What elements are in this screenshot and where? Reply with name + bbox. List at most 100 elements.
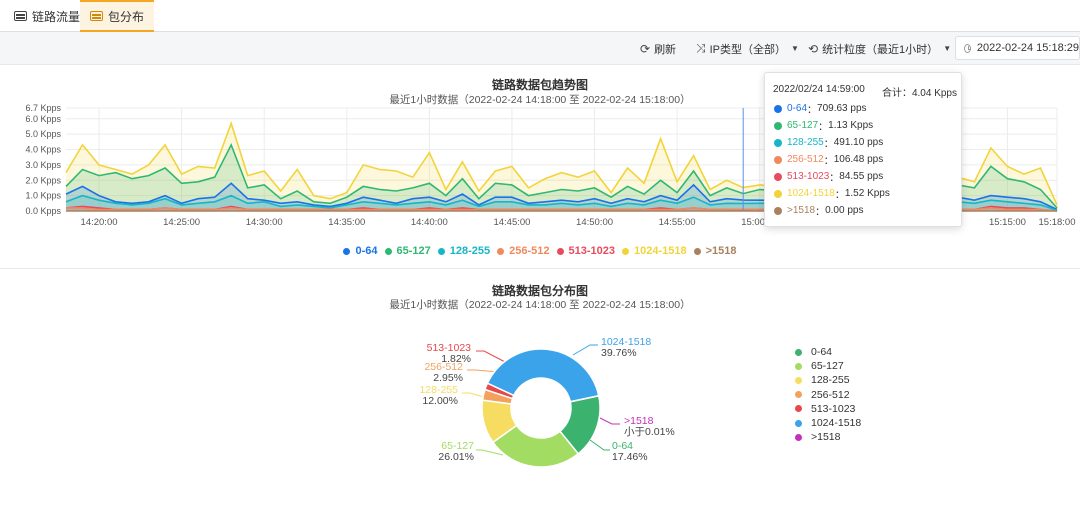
pie-label-value: 26.01%: [438, 451, 474, 463]
x-tick-label: 15:00:00: [741, 217, 778, 228]
legend-label: 128-255: [449, 245, 491, 257]
legend-label: 256-512: [509, 245, 550, 257]
legend-label: 0-64: [811, 346, 833, 359]
x-tick-label: 14:35:00: [328, 217, 365, 228]
y-tick-label: 2.0 Kpps: [25, 175, 61, 185]
trend-tooltip: 2022/02/24 14:59:00 合计：4.04 Kpps 0-64： 70…: [764, 72, 962, 227]
tooltip-series-name: 128-255: [787, 137, 824, 148]
pie-slice-5[interactable]: [486, 348, 600, 403]
refresh-icon: ⟳: [640, 41, 651, 56]
pie-leader-line: [589, 439, 610, 451]
legend-item-5[interactable]: 1024-1518: [622, 243, 687, 259]
legend-dot: [795, 391, 802, 399]
legend-dot: [795, 419, 802, 427]
pie-slice-6[interactable]: [569, 394, 600, 403]
tab-label: 链路流量: [32, 9, 81, 24]
legend-dot: [384, 247, 392, 255]
y-tick-label: 6.0 Kpps: [25, 114, 61, 124]
refresh-button[interactable]: ⟳ 刷新: [640, 32, 676, 65]
pie-leader-line: [572, 344, 598, 356]
legend-item-6[interactable]: >1518: [693, 243, 737, 259]
x-tick-label: 14:40:00: [411, 217, 448, 228]
pie-slice-3[interactable]: [481, 388, 514, 405]
pie-label-value: 小于0.01%: [624, 426, 675, 438]
legend-label: 513-1023: [811, 402, 856, 415]
legend-item-3[interactable]: 256-512: [497, 243, 550, 259]
legend-label: 256-512: [811, 388, 850, 401]
pie-label-name: >1518: [624, 415, 654, 427]
pie-legend-item-2[interactable]: 128-255: [795, 373, 861, 387]
pie-label-name: 1024-1518: [601, 336, 651, 348]
granularity-dropdown[interactable]: ⟲ 统计粒度（最近1小时） ▼: [808, 32, 951, 65]
pie-legend-item-3[interactable]: 256-512: [795, 388, 861, 402]
toolbar: ⟳ 刷新 ⤨ IP类型（全部） ▼ ⟲ 统计粒度（最近1小时） ▼: [0, 32, 1080, 65]
refresh-label: 刷新: [654, 43, 677, 56]
x-tick-label: 14:55:00: [659, 217, 696, 228]
legend-dot: [795, 405, 802, 413]
x-tick-label: 14:20:00: [81, 217, 118, 228]
tooltip-series-name: >1518: [787, 205, 816, 216]
pie-label-value: 2.95%: [433, 372, 463, 384]
legend-dot: [795, 348, 802, 356]
granularity-label: 统计粒度（最近1小时）: [822, 43, 939, 56]
tooltip-row: 256-512： 106.48 pps: [774, 152, 883, 167]
pie-label-name: 128-255: [419, 384, 458, 396]
table-icon: [90, 11, 103, 21]
legend-item-0[interactable]: 0-64: [343, 243, 378, 259]
y-tick-label: 5.0 Kpps: [25, 129, 61, 139]
pie-slice-0[interactable]: [558, 394, 601, 455]
pie-legend-item-5[interactable]: 1024-1518: [795, 416, 861, 430]
pie-legend-item-0[interactable]: 0-64: [795, 345, 861, 359]
pie-label-name: 256-512: [424, 361, 463, 373]
legend-item-2[interactable]: 128-255: [437, 243, 491, 259]
tooltip-dot: [774, 189, 782, 198]
tooltip-dot: [774, 172, 782, 181]
pie-label-name: 0-64: [612, 440, 633, 452]
pie-legend-item-1[interactable]: 65-127: [795, 359, 861, 373]
legend-dot: [693, 247, 701, 255]
pie-label-name: 513-1023: [427, 342, 472, 354]
pie-label-value: 1.82%: [441, 353, 471, 365]
tooltip-time: 2022/02/24 14:59:00: [773, 84, 865, 95]
pie-legend-item-6[interactable]: >1518: [795, 430, 861, 444]
ip-type-dropdown[interactable]: ⤨ IP类型（全部） ▼: [696, 32, 799, 65]
tooltip-row: >1518： 0.00 pps: [774, 203, 863, 218]
tooltip-dot: [774, 155, 782, 164]
y-tick-label: 6.7 Kpps: [25, 103, 61, 113]
x-tick-label: 14:50:00: [576, 217, 613, 228]
y-tick-label: 1.0 Kpps: [25, 191, 61, 201]
pie-slice-4[interactable]: [484, 382, 515, 400]
datetime-picker[interactable]: 2022-02-24 15:18:29: [955, 36, 1080, 60]
pie-label-value: 39.76%: [601, 347, 637, 359]
tooltip-row: 65-127： 1.13 Kpps: [774, 118, 873, 133]
tab-packet-distribution[interactable]: 包分布: [80, 0, 155, 32]
tooltip-dot: [774, 121, 782, 130]
legend-item-1[interactable]: 65-127: [384, 243, 431, 259]
tooltip-series-value: 709.63 pps: [817, 103, 867, 114]
section-divider: [0, 268, 1080, 269]
tab-label: 包分布: [108, 9, 145, 24]
legend-label: 0-64: [355, 245, 378, 257]
pie-slice-2[interactable]: [481, 399, 518, 444]
pie-legend-item-4[interactable]: 513-1023: [795, 402, 861, 416]
legend-dot: [556, 247, 564, 255]
legend-item-4[interactable]: 513-1023: [556, 243, 615, 259]
clock-icon: [964, 43, 971, 53]
legend-label: >1518: [811, 431, 841, 444]
tab-link-traffic[interactable]: 链路流量: [4, 0, 90, 32]
legend-dot: [795, 376, 802, 384]
legend-label: 65-127: [396, 245, 431, 257]
tooltip-series-name: 513-1023: [787, 171, 830, 182]
trend-chart-subtitle: 最近1小时数据（2022-02-24 14:18:00 至 2022-02-24…: [389, 94, 691, 106]
caret-down-icon: ▼: [791, 44, 799, 53]
tooltip-series-value: 106.48 pps: [833, 154, 884, 165]
tooltip-row: 0-64： 709.63 pps: [774, 101, 867, 116]
tab-bar: 链路流量 包分布: [0, 0, 1080, 32]
legend-label: 1024-1518: [634, 245, 687, 257]
x-tick-label: 14:45:00: [493, 217, 530, 228]
trend-chart-title: 链路数据包趋势图: [491, 78, 588, 92]
pie-leader-line: [599, 417, 620, 425]
pie-slice-1[interactable]: [491, 424, 580, 468]
legend-label: >1518: [705, 245, 737, 257]
legend-dot: [795, 433, 802, 441]
